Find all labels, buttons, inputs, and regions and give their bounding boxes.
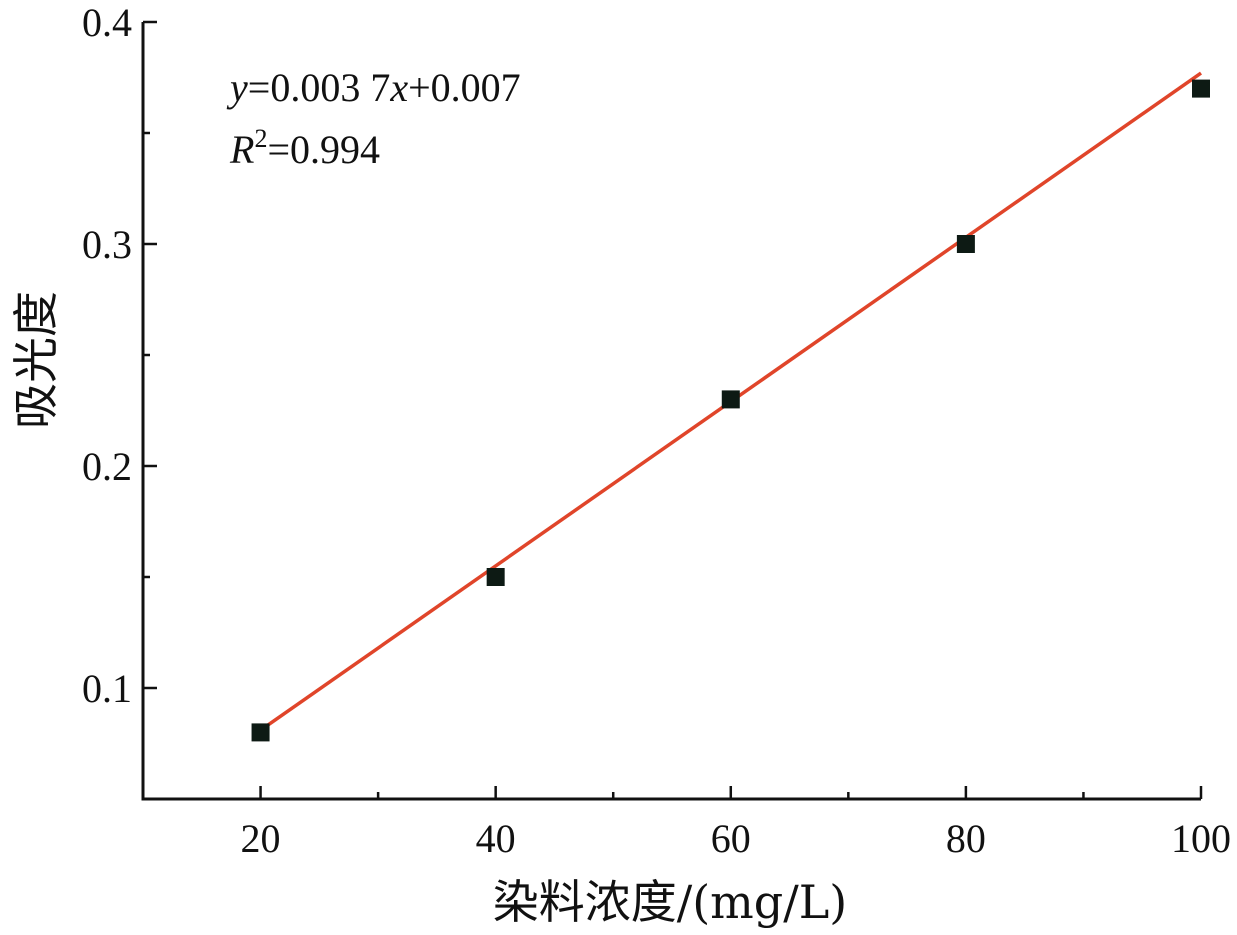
r-squared-sup: 2 xyxy=(254,124,267,153)
equation-annotation: y=0.003 7x+0.007 xyxy=(226,65,521,110)
data-point xyxy=(721,390,740,409)
y-tick-label: 0.4 xyxy=(82,0,132,45)
equation-y-var: y xyxy=(226,65,248,110)
equation-part-2: +0.007 xyxy=(408,65,521,110)
x-tick-label: 40 xyxy=(476,816,516,861)
y-axis-title: 吸光度 xyxy=(9,291,63,429)
data-point xyxy=(956,235,975,253)
y-tick-label: 0.1 xyxy=(82,666,132,711)
y-tick-label: 0.2 xyxy=(82,444,132,489)
r-squared-value: =0.994 xyxy=(267,127,380,172)
x-tick-label: 80 xyxy=(946,816,986,861)
equation-x-var: x xyxy=(389,65,408,110)
equation-part-1: =0.003 7 xyxy=(248,65,391,110)
y-tick-label: 0.3 xyxy=(82,222,132,267)
plot-frame xyxy=(141,22,1201,801)
x-tick-label: 100 xyxy=(1171,816,1231,861)
x-axis-title: 染料浓度/(mg/L) xyxy=(493,875,848,929)
data-point xyxy=(486,568,505,586)
data-point xyxy=(1192,79,1210,98)
r-squared-annotation: R2=0.994 xyxy=(229,124,380,172)
x-ticks: 20 40 60 80 100 xyxy=(241,786,1231,861)
y-ticks: 0.1 0.2 0.3 0.4 xyxy=(82,0,157,711)
x-tick-label: 60 xyxy=(711,816,751,861)
x-tick-label: 20 xyxy=(241,816,281,861)
r-squared-var: R xyxy=(229,127,254,172)
data-point xyxy=(251,723,270,742)
points-layer xyxy=(251,79,1210,742)
